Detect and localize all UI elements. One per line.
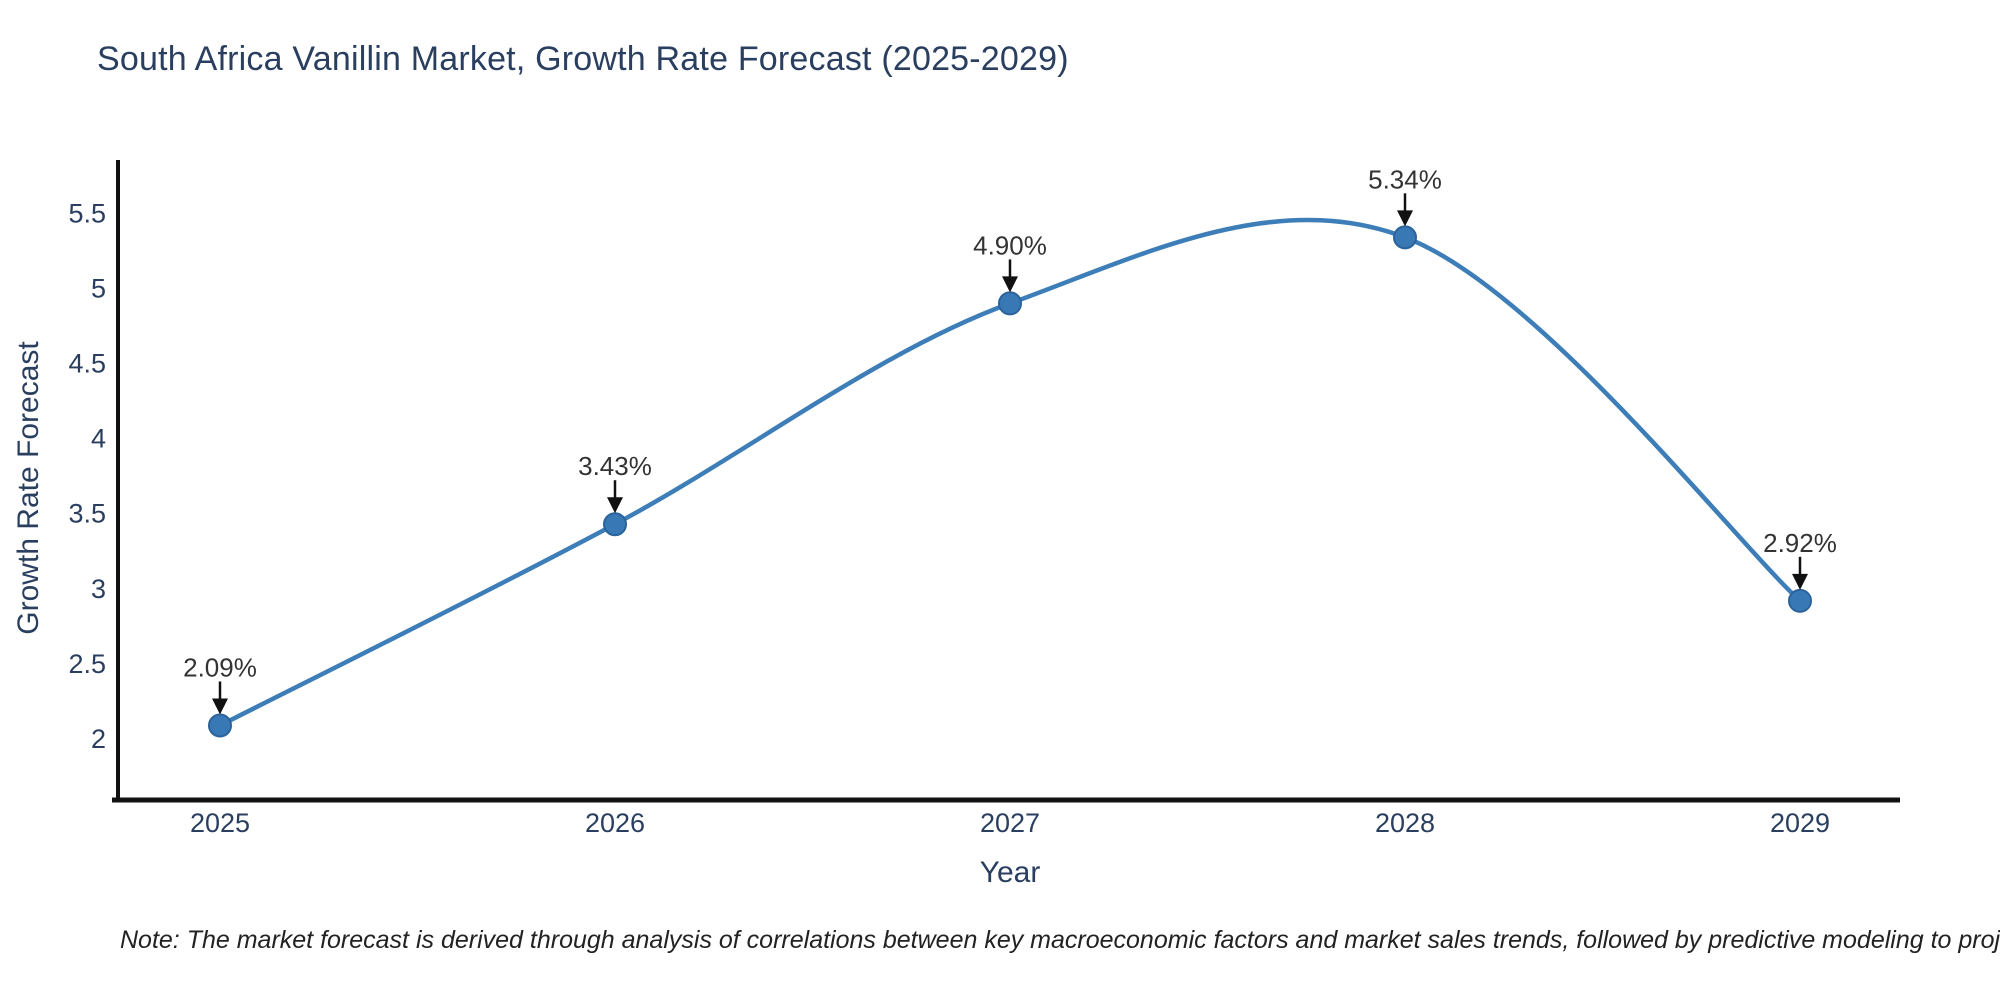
x-tick-label: 2028: [1375, 808, 1435, 838]
point-value-label: 3.43%: [578, 451, 652, 481]
y-tick-label: 5: [91, 273, 106, 303]
x-axis-title: Year: [979, 856, 1041, 889]
y-tick-label: 2.5: [68, 649, 106, 679]
point-value-label: 2.92%: [1763, 528, 1837, 558]
x-tick-label: 2027: [980, 808, 1040, 838]
y-tick-label: 4.5: [68, 349, 106, 379]
data-point-marker: [603, 512, 627, 537]
y-tick-label: 3: [91, 574, 106, 604]
point-value-label: 4.90%: [973, 230, 1047, 260]
annotation-arrowhead: [1792, 573, 1808, 590]
data-point-marker: [998, 291, 1022, 316]
annotation-arrowhead: [1397, 210, 1413, 227]
x-tick-label: 2026: [585, 808, 645, 838]
y-tick-label: 4: [91, 424, 106, 454]
footnote: Note: The market forecast is derived thr…: [120, 926, 2000, 954]
point-value-label: 5.34%: [1368, 164, 1442, 194]
annotation-arrowhead: [1002, 276, 1018, 293]
x-tick-label: 2025: [190, 808, 250, 838]
y-tick-label: 5.5: [68, 198, 106, 228]
chart-title: South Africa Vanillin Market, Growth Rat…: [97, 40, 1069, 78]
data-point-marker: [208, 713, 232, 738]
point-value-label: 2.09%: [183, 652, 257, 682]
annotation-arrowhead: [212, 698, 228, 715]
y-tick-label: 2: [91, 724, 106, 754]
y-tick-label: 3.5: [68, 499, 106, 529]
data-point-marker: [1788, 588, 1812, 613]
annotation-arrowhead: [607, 497, 623, 514]
x-tick-label: 2029: [1770, 808, 1830, 838]
data-point-marker: [1393, 225, 1417, 250]
